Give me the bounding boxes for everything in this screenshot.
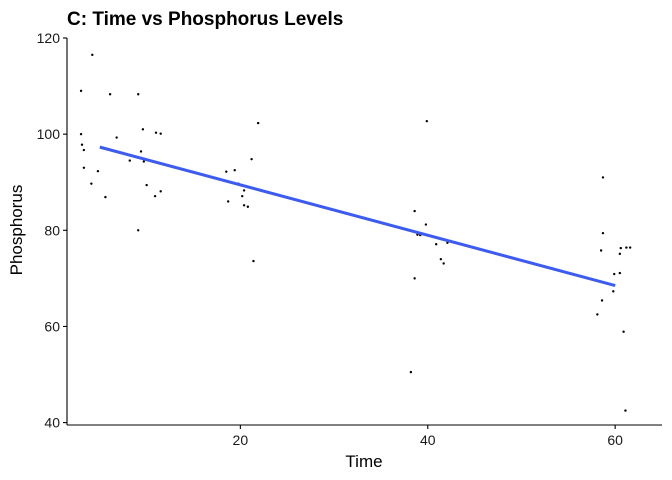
data-point xyxy=(82,166,86,170)
data-point xyxy=(618,271,622,275)
data-point xyxy=(601,231,605,235)
data-point xyxy=(141,128,145,131)
data-point xyxy=(145,183,148,187)
data-point xyxy=(96,169,100,173)
x-tick-label: 20 xyxy=(233,432,249,448)
data-point xyxy=(104,195,107,199)
data-point xyxy=(612,290,615,293)
data-point xyxy=(241,194,244,198)
fit-line xyxy=(99,145,616,288)
data-point xyxy=(596,313,599,316)
x-ticks: 20 40 60 xyxy=(233,425,623,448)
data-point xyxy=(628,246,632,249)
data-point xyxy=(225,170,228,173)
data-point xyxy=(80,143,84,146)
data-point xyxy=(115,136,118,139)
data-point xyxy=(108,93,112,96)
y-tick-label: 100 xyxy=(37,126,61,142)
data-point xyxy=(601,176,605,179)
data-point xyxy=(142,160,146,163)
data-point xyxy=(439,257,443,261)
y-tick-label: 60 xyxy=(44,318,60,334)
data-point xyxy=(139,150,143,153)
data-point xyxy=(137,229,140,232)
data-point xyxy=(79,132,83,136)
data-point xyxy=(425,119,429,123)
data-point xyxy=(154,131,158,134)
data-point xyxy=(159,132,162,135)
data-point xyxy=(159,190,162,193)
data-point xyxy=(434,243,438,246)
data-point xyxy=(250,157,253,161)
data-point xyxy=(137,93,140,96)
data-point xyxy=(79,89,83,93)
chart-title: C: Time vs Phosphorus Levels xyxy=(67,9,343,30)
data-point xyxy=(252,259,255,263)
data-point xyxy=(128,159,131,162)
data-point xyxy=(424,223,428,226)
data-points xyxy=(79,53,632,412)
data-point xyxy=(82,148,86,152)
data-point xyxy=(619,246,622,250)
data-point xyxy=(91,53,94,57)
axes xyxy=(66,38,662,426)
y-tick-label: 40 xyxy=(44,415,60,431)
data-point xyxy=(600,299,604,302)
x-tick-label: 60 xyxy=(607,432,623,448)
y-tick-label: 120 xyxy=(37,30,61,46)
data-point xyxy=(242,204,246,207)
y-ticks: 40 60 80 100 120 xyxy=(37,30,67,431)
data-point xyxy=(442,262,445,265)
x-axis-label: Time xyxy=(345,452,382,471)
data-point xyxy=(256,121,260,125)
data-point xyxy=(618,252,622,256)
y-tick-label: 80 xyxy=(44,222,60,238)
x-tick-label: 40 xyxy=(420,432,436,448)
data-point xyxy=(409,370,413,374)
data-point xyxy=(625,246,628,249)
data-point xyxy=(90,182,93,185)
data-point xyxy=(613,272,616,276)
data-point xyxy=(242,189,246,192)
data-point xyxy=(599,249,603,252)
y-axis-label: Phosphorus xyxy=(7,185,26,276)
data-point xyxy=(246,205,250,208)
data-point xyxy=(624,409,627,412)
data-point xyxy=(622,330,625,333)
data-point xyxy=(413,209,416,213)
data-point xyxy=(413,277,416,280)
data-point xyxy=(233,169,236,172)
data-point xyxy=(226,200,230,203)
data-point xyxy=(153,194,157,198)
